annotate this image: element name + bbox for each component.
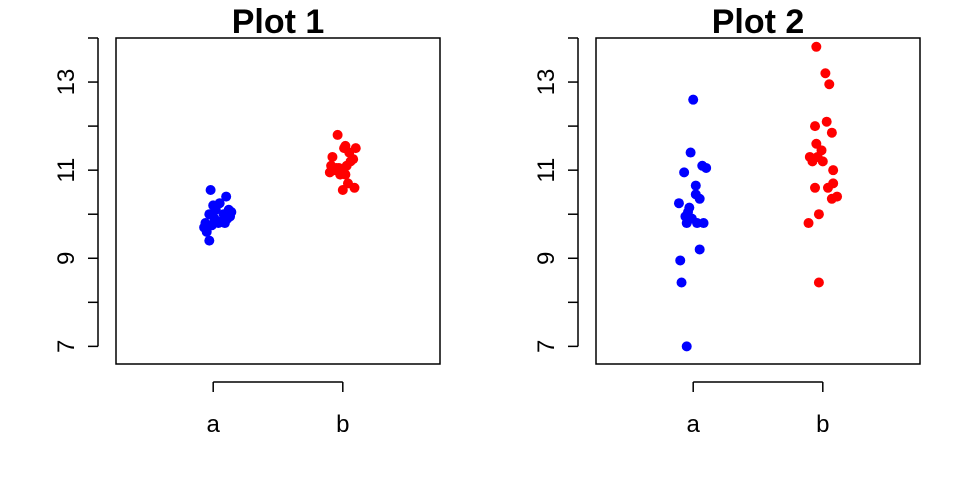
plot-2-axes: 7 9 11 13 a b [533, 37, 829, 438]
plot-1-point-b [340, 140, 351, 151]
plot-1-point-b [340, 169, 351, 180]
plot-2-points [673, 41, 843, 352]
plot-1-point-b [331, 162, 342, 173]
plot-2-point-a [684, 202, 695, 213]
plot-2-point-a [688, 94, 699, 105]
plot-1-points [199, 129, 361, 246]
plot-2-point-b [821, 116, 832, 127]
plot-2-title: Plot 2 [712, 3, 805, 41]
plot-1-x-tick-label-a: a [207, 411, 221, 438]
plot-1-y-tick-label: 7 [53, 340, 80, 353]
plot-2-point-b [828, 165, 839, 176]
plot-1-axes: 7 9 11 13 a b [53, 37, 349, 438]
plot-1-point-a [205, 184, 216, 195]
plot-1-point-a [226, 207, 237, 218]
plot-1-y-tick-label: 9 [53, 252, 80, 265]
plot-2-point-a [694, 193, 705, 204]
plot-1-point-a [221, 191, 232, 202]
plot-2-point-a [698, 218, 709, 229]
plot-1-y-tick-label: 11 [53, 158, 80, 183]
plot-1-point-b [349, 182, 360, 193]
plot-2-y-tick-label: 7 [533, 340, 560, 353]
plot-1-panel: Plot 1 7 9 11 13 a b [53, 3, 441, 438]
plot-2-point-b [824, 79, 835, 90]
plot-1-point-b [332, 129, 343, 140]
plot-1-x-tick-label-b: b [336, 411, 349, 438]
plot-2-y-tick-label: 9 [533, 252, 560, 265]
plot-1-point-b [348, 154, 359, 165]
plot-1-frame [115, 37, 441, 365]
plot-2-point-a [675, 255, 686, 266]
plot-1-point-b [350, 143, 361, 154]
plot-1-point-a [204, 235, 215, 246]
plot-2-point-b [810, 182, 821, 193]
plot-2-point-b [816, 145, 827, 156]
plot-2-point-a [694, 244, 705, 255]
plot-2-point-a [676, 277, 687, 288]
plot-1-point-b [327, 151, 338, 162]
plot-2-point-a [690, 180, 701, 191]
plot-2-point-b [828, 178, 839, 189]
plot-2-point-b [811, 41, 822, 52]
plot-2-point-a [673, 198, 684, 209]
plot-2-x-tick-label-a: a [687, 411, 701, 438]
plot-2-y-tick-label: 13 [533, 69, 560, 96]
plot-2-point-a [685, 147, 696, 158]
plot-1-title: Plot 1 [232, 3, 325, 41]
plot-1-point-a [214, 198, 225, 209]
plot-2-frame [595, 37, 921, 365]
plot-2-point-b [810, 121, 821, 132]
plot-2-point-b [820, 68, 831, 79]
plot-2-point-a [681, 341, 692, 352]
plot-2-y-tick-label: 11 [533, 158, 560, 183]
plot-2-panel: Plot 2 7 9 11 13 a b [533, 3, 921, 438]
plot-1-y-tick-label: 13 [53, 69, 80, 96]
plot-2-x-tick-label-b: b [816, 411, 829, 438]
plot-2-point-b [826, 127, 837, 138]
plot-2-point-b [832, 191, 843, 202]
plot-2-point-b [817, 156, 828, 167]
plot-2-point-b [803, 218, 814, 229]
plot-2-point-a [679, 167, 690, 178]
plot-2-point-b [813, 209, 824, 220]
plot-2-point-a [701, 162, 712, 173]
plot-2-point-b [813, 277, 824, 288]
